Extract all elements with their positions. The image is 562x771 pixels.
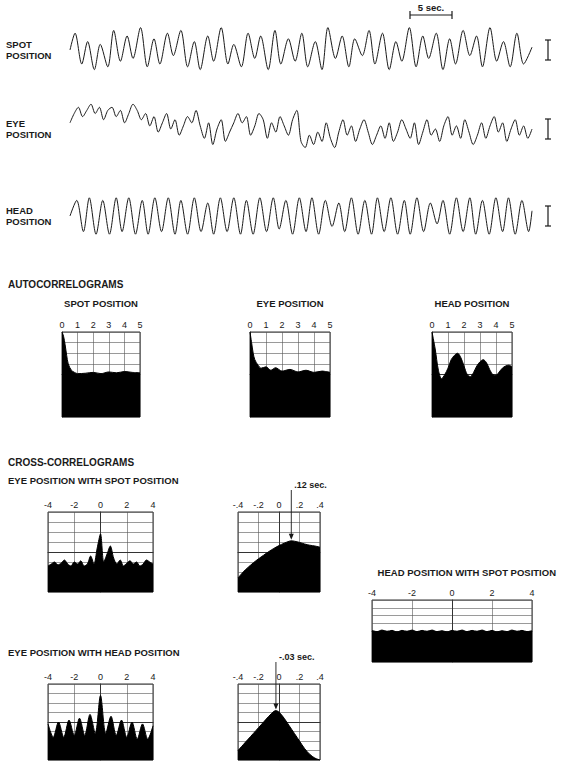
svg-text:.4: .4 xyxy=(316,500,324,510)
svg-text:SPOT POSITION: SPOT POSITION xyxy=(64,298,138,309)
svg-text:5: 5 xyxy=(327,320,332,330)
svg-text:0: 0 xyxy=(276,500,281,510)
svg-text:1: 1 xyxy=(445,320,450,330)
svg-text:-2: -2 xyxy=(70,672,78,682)
svg-text:-2: -2 xyxy=(408,588,416,598)
svg-text:4: 4 xyxy=(311,320,316,330)
svg-text:3: 3 xyxy=(477,320,482,330)
svg-text:-.2: -.2 xyxy=(253,500,264,510)
svg-text:0: 0 xyxy=(429,320,434,330)
svg-text:5 sec.: 5 sec. xyxy=(418,2,444,13)
svg-text:1: 1 xyxy=(75,320,80,330)
svg-text:4: 4 xyxy=(122,320,127,330)
svg-text:POSITION: POSITION xyxy=(6,216,52,227)
svg-text:0: 0 xyxy=(59,320,64,330)
svg-text:POSITION: POSITION xyxy=(6,129,52,140)
svg-text:0: 0 xyxy=(449,588,454,598)
svg-text:5: 5 xyxy=(509,320,514,330)
svg-text:-2: -2 xyxy=(70,500,78,510)
svg-text:-4: -4 xyxy=(44,500,52,510)
svg-text:-.03 sec.: -.03 sec. xyxy=(279,652,315,662)
svg-text:0: 0 xyxy=(98,500,103,510)
svg-text:0: 0 xyxy=(98,672,103,682)
svg-text:2: 2 xyxy=(489,588,494,598)
svg-text:3: 3 xyxy=(295,320,300,330)
svg-text:.2: .2 xyxy=(296,500,304,510)
svg-text:5: 5 xyxy=(137,320,142,330)
svg-text:0: 0 xyxy=(276,672,281,682)
svg-text:-.4: -.4 xyxy=(233,500,244,510)
svg-text:.12 sec.: .12 sec. xyxy=(294,480,327,490)
svg-text:-4: -4 xyxy=(44,672,52,682)
svg-text:-.4: -.4 xyxy=(233,672,244,682)
svg-text:EYE POSITION WITH SPOT POSITIO: EYE POSITION WITH SPOT POSITION xyxy=(8,475,179,486)
svg-text:CROSS-CORRELOGRAMS: CROSS-CORRELOGRAMS xyxy=(8,457,134,468)
svg-text:2: 2 xyxy=(124,672,129,682)
svg-text:4: 4 xyxy=(150,500,155,510)
svg-text:.2: .2 xyxy=(296,672,304,682)
svg-text:SPOT: SPOT xyxy=(6,39,32,50)
svg-text:HEAD: HEAD xyxy=(6,205,33,216)
svg-text:HEAD POSITION WITH SPOT POSITI: HEAD POSITION WITH SPOT POSITION xyxy=(378,567,557,578)
svg-text:-.2: -.2 xyxy=(253,672,264,682)
svg-text:EYE: EYE xyxy=(6,118,25,129)
svg-text:EYE POSITION: EYE POSITION xyxy=(256,298,323,309)
svg-text:2: 2 xyxy=(91,320,96,330)
svg-text:3: 3 xyxy=(106,320,111,330)
svg-text:HEAD POSITION: HEAD POSITION xyxy=(435,298,510,309)
svg-text:-4: -4 xyxy=(368,588,376,598)
svg-text:EYE POSITION WITH HEAD POSITIO: EYE POSITION WITH HEAD POSITION xyxy=(8,647,180,658)
svg-text:4: 4 xyxy=(493,320,498,330)
svg-text:4: 4 xyxy=(529,588,534,598)
svg-text:2: 2 xyxy=(279,320,284,330)
svg-text:AUTOCORRELOGRAMS: AUTOCORRELOGRAMS xyxy=(8,279,124,290)
svg-text:2: 2 xyxy=(461,320,466,330)
svg-text:1: 1 xyxy=(263,320,268,330)
svg-text:4: 4 xyxy=(150,672,155,682)
svg-text:0: 0 xyxy=(247,320,252,330)
svg-text:POSITION: POSITION xyxy=(6,50,52,61)
svg-text:.4: .4 xyxy=(316,672,324,682)
svg-text:2: 2 xyxy=(124,500,129,510)
